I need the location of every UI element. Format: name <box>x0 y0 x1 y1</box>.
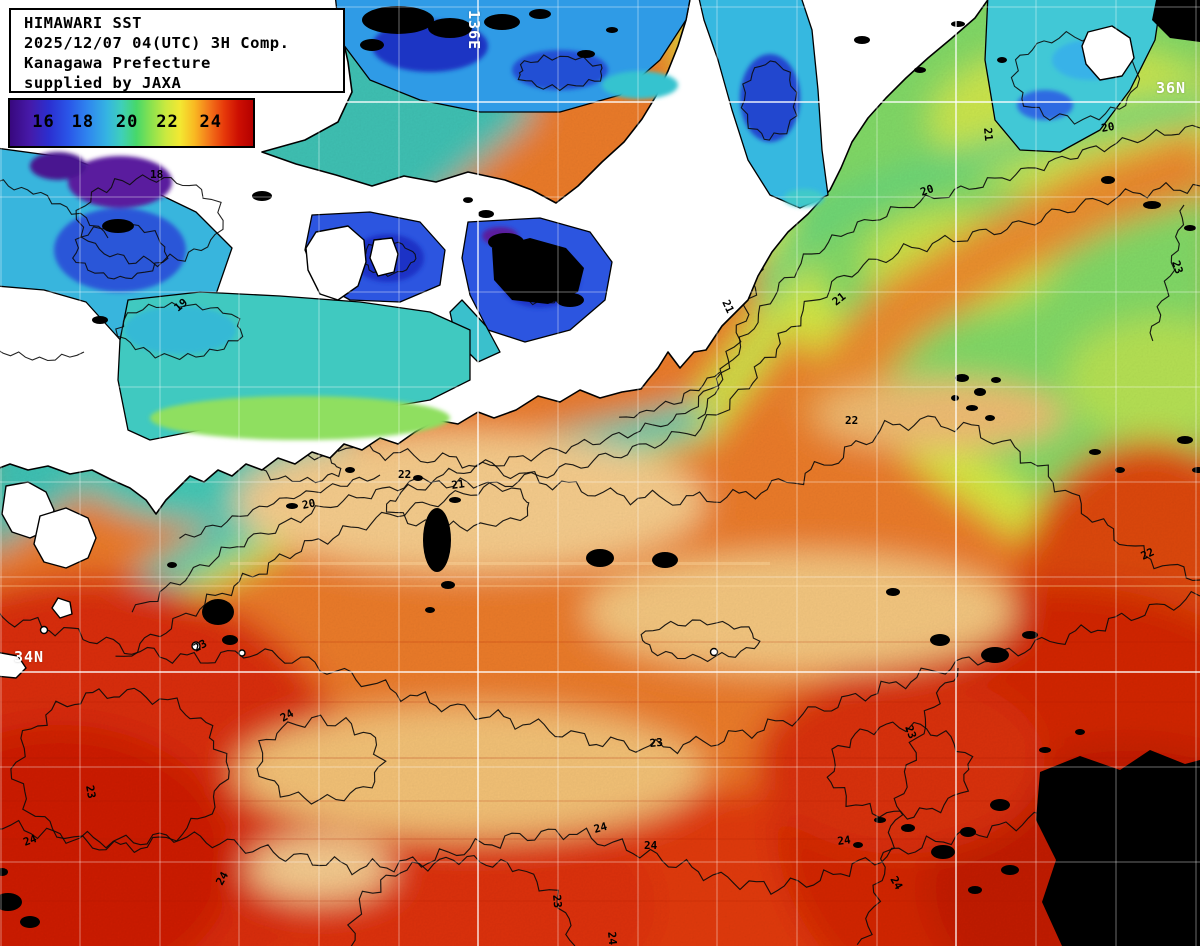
contour-label-20: 20 <box>301 496 317 511</box>
island-awaji <box>305 225 367 301</box>
scan-streaks <box>0 562 1200 902</box>
contour-label-23: 23 <box>649 736 663 750</box>
contour-label-21: 21 <box>981 127 995 142</box>
title-line-region: Kanagawa Prefecture <box>24 54 211 72</box>
colorbar-tick-20: 20 <box>115 112 139 132</box>
parallel-label-36n: 36N <box>1156 79 1187 97</box>
contour-label-20: 20 <box>1100 120 1115 135</box>
contour-label-24: 24 <box>278 707 296 725</box>
contour-label-24: 24 <box>837 833 852 848</box>
contour-label-22: 22 <box>1139 545 1157 562</box>
islands <box>0 25 1135 679</box>
contour-label-18: 18 <box>150 168 163 181</box>
contour-label-24: 24 <box>887 874 905 892</box>
contour-label-23: 23 <box>191 637 209 655</box>
contour-label-24: 24 <box>644 839 658 852</box>
title-line-source: supplied by JAXA <box>24 74 182 92</box>
colorbar-tick-18: 18 <box>71 112 95 132</box>
contour-label-24: 24 <box>605 931 619 946</box>
contour-label-22: 22 <box>845 414 858 427</box>
contour-label-23: 23 <box>1169 259 1185 276</box>
contour-label-20: 20 <box>919 182 936 199</box>
island-ne <box>1081 25 1135 81</box>
colorbar-tick-22: 22 <box>156 112 179 132</box>
title-line-datetime: 2025/12/07 04(UTC) 3H Comp. <box>24 34 290 52</box>
colorbar: 16 18 20 22 24 <box>8 98 255 148</box>
contour-label-23: 23 <box>902 724 919 741</box>
contour-label-23: 23 <box>550 894 564 908</box>
contour-label-22: 22 <box>398 468 411 481</box>
meridian-label-136e: 136E <box>465 10 483 51</box>
contour-label-24: 24 <box>22 832 39 849</box>
contour-label-17: 17 <box>505 259 521 275</box>
colorbar-tick-24: 24 <box>199 112 222 132</box>
parallel-label-34n: 34N <box>14 648 45 666</box>
colorbar-tick-16: 16 <box>32 112 55 132</box>
title-box: HIMAWARI SST 2025/12/07 04(UTC) 3H Comp.… <box>9 8 345 93</box>
contour-label-23: 23 <box>83 784 98 799</box>
contour-label-21: 21 <box>719 298 737 316</box>
cloud-se-mass <box>1036 750 1200 946</box>
contour-label-24: 24 <box>592 820 609 836</box>
title-line-product: HIMAWARI SST <box>24 14 142 32</box>
contour-label-21: 21 <box>451 477 466 492</box>
contour-label-24: 24 <box>213 869 231 887</box>
